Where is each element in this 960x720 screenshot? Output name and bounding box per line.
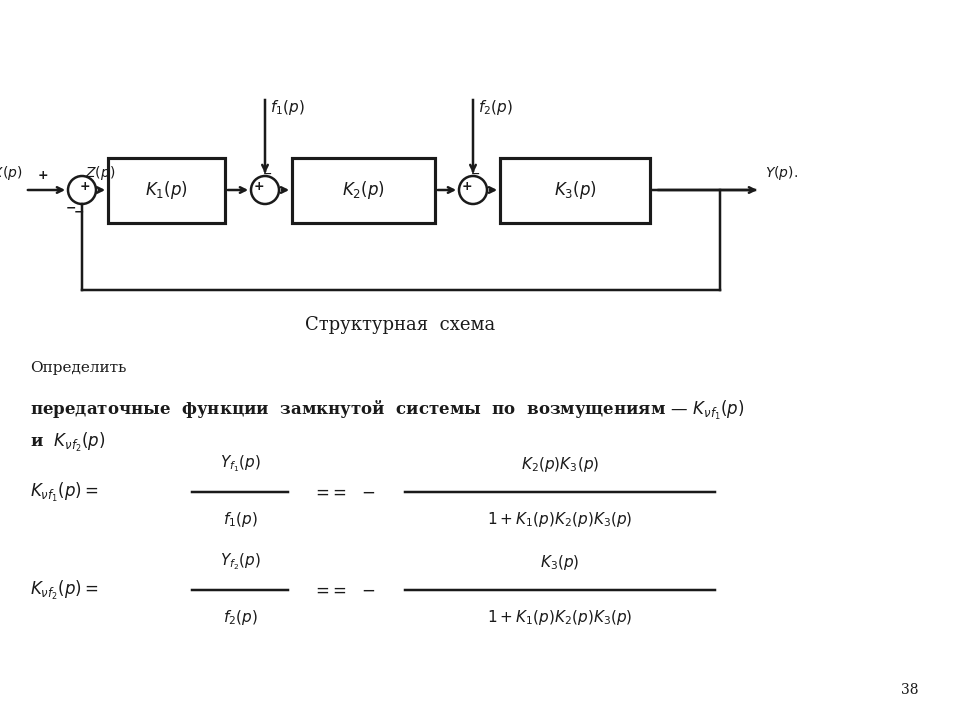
Text: $X(p)$: $X(p)$ — [0, 164, 23, 182]
Text: Определить: Определить — [30, 361, 127, 375]
Text: +: + — [253, 181, 264, 194]
Text: $Z(p)$: $Z(p)$ — [84, 164, 115, 182]
Text: +: + — [37, 169, 48, 182]
Text: $K_2(p)$: $K_2(p)$ — [342, 179, 385, 201]
Text: и  $K_{\nu f_2}(p)$: и $K_{\nu f_2}(p)$ — [30, 431, 106, 454]
Bar — [500, 158, 650, 222]
Bar — [292, 158, 435, 222]
Text: +: + — [462, 181, 472, 194]
Text: $K_3(p)$: $K_3(p)$ — [554, 179, 596, 201]
Text: передаточные  функции  замкнутой  системы  по  возмущениям — $K_{\nu f_1}(p)$: передаточные функции замкнутой системы п… — [30, 398, 745, 421]
Text: −: − — [263, 169, 273, 179]
Text: $1+K_1(p)K_2(p)K_3(p)$: $1+K_1(p)K_2(p)K_3(p)$ — [488, 608, 633, 627]
Bar — [108, 158, 225, 222]
Text: $Y_{f_2}(p)$: $Y_{f_2}(p)$ — [220, 552, 260, 572]
Text: −: − — [471, 169, 481, 179]
Text: $K_3(p)$: $K_3(p)$ — [540, 553, 580, 572]
Text: $K_2(p)K_3(p)$: $K_2(p)K_3(p)$ — [521, 455, 599, 474]
Text: $-$: $-$ — [361, 484, 375, 500]
Text: $1+K_1(p)K_2(p)K_3(p)$: $1+K_1(p)K_2(p)K_3(p)$ — [488, 510, 633, 529]
Text: $=\!=$: $=\!=$ — [312, 582, 348, 598]
Text: $K_{\nu f_2}(p) =$: $K_{\nu f_2}(p) =$ — [30, 578, 99, 601]
Text: $K_{\nu f_1}(p) =$: $K_{\nu f_1}(p) =$ — [30, 480, 99, 503]
Text: $f_2(p)$: $f_2(p)$ — [223, 608, 257, 627]
Text: Структурная  схема: Структурная схема — [305, 316, 495, 334]
Text: $-$: $-$ — [361, 582, 375, 598]
Text: $f_1(p)$: $f_1(p)$ — [270, 98, 305, 117]
Text: $K_1(p)$: $K_1(p)$ — [145, 179, 188, 201]
Text: +: + — [80, 181, 90, 194]
Text: $Y(p).$: $Y(p).$ — [765, 164, 798, 182]
Text: 38: 38 — [901, 683, 919, 697]
Text: $Y_{f_1}(p)$: $Y_{f_1}(p)$ — [220, 454, 260, 474]
Text: $f_2(p)$: $f_2(p)$ — [478, 98, 513, 117]
Text: $=\!=$: $=\!=$ — [312, 484, 348, 500]
Text: −: − — [74, 206, 84, 219]
Text: −: − — [65, 202, 76, 215]
Text: $f_1(p)$: $f_1(p)$ — [223, 510, 257, 529]
